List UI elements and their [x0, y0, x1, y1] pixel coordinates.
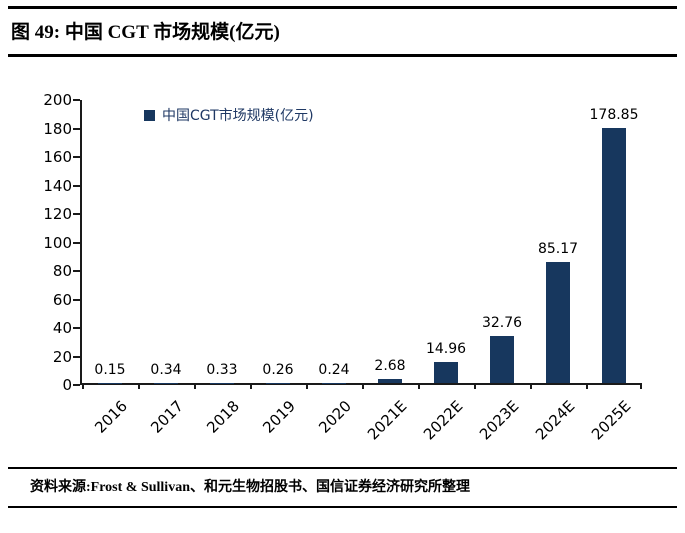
value-label-2021E: 2.68 [374, 358, 406, 375]
y-tick-label: 180 [43, 119, 72, 138]
x-axis-label-2018: 2018 [202, 397, 243, 437]
value-label-2019: 0.26 [262, 361, 294, 378]
x-tick [138, 383, 140, 389]
y-tick-label: 120 [43, 205, 72, 223]
y-tick-label: 140 [43, 176, 72, 195]
y-axis: 0 20 40 60 80 100 120 140 160 180 200 [30, 91, 72, 394]
y-tick [73, 355, 80, 358]
x-axis-label-2021E: 2021E [364, 397, 411, 444]
y-tick-label: 20 [52, 347, 72, 366]
y-tick-label: 0 [62, 376, 72, 394]
x-axis-label-2022E: 2022E [420, 397, 467, 444]
x-axis-label-2017: 2017 [146, 397, 187, 437]
value-label-2022E: 14.96 [425, 340, 467, 357]
legend-swatch-icon [144, 109, 155, 121]
y-tick-label: 40 [52, 319, 72, 337]
y-tick [73, 298, 80, 301]
y-tick-label: 200 [43, 91, 72, 109]
x-tick [418, 383, 420, 389]
bar-2021E [378, 379, 402, 383]
top-rule [8, 6, 677, 9]
x-axis-label-2025E: 2025E [588, 397, 635, 444]
legend: 中国CGT市场规模(亿元) [144, 105, 314, 125]
y-tick [73, 384, 80, 386]
source-top-rule [8, 467, 677, 469]
value-label-2017: 0.34 [150, 361, 182, 378]
y-tick-label: 100 [43, 233, 72, 252]
x-tick [530, 383, 532, 389]
y-tick [73, 213, 80, 215]
bar-2023E [490, 336, 514, 383]
value-label-2020: 0.24 [318, 361, 350, 378]
x-tick [362, 383, 364, 389]
y-tick-label: 160 [43, 148, 72, 166]
bar-2022E [434, 361, 458, 383]
value-label-2023E: 32.76 [481, 315, 523, 332]
x-tick [586, 383, 588, 389]
source-note: 资料来源:Frost & Sullivan、和元生物招股书、国信证券经济研究所整… [30, 480, 470, 495]
x-axis-label-2024E: 2024E [532, 397, 579, 444]
value-label-2025E: 178.85 [589, 107, 639, 124]
y-tick [73, 127, 80, 130]
legend-label: 中国CGT市场规模(亿元) [162, 108, 314, 124]
x-tick [82, 383, 84, 389]
plot-area: 中国CGT市场规模(亿元) 0.15 0.34 0.33 0.26 0.24 2.68 14… [73, 99, 642, 389]
y-tick [73, 327, 80, 329]
x-axis-label-2019: 2019 [258, 397, 299, 437]
source-bottom-rule [8, 506, 677, 508]
value-label-2016: 0.15 [94, 361, 126, 378]
x-tick [306, 383, 308, 389]
under-title-rule [8, 54, 677, 57]
bar-2025E [602, 128, 626, 383]
x-tick [194, 383, 196, 389]
y-tick [73, 156, 80, 158]
y-tick [73, 184, 80, 187]
bar-2024E [546, 261, 570, 383]
value-label-2024E: 85.17 [537, 240, 579, 257]
y-tick [73, 241, 80, 244]
y-tick [73, 270, 80, 272]
x-tick [250, 383, 252, 389]
y-tick [73, 99, 80, 101]
x-axis-label-2023E: 2023E [476, 397, 523, 444]
value-label-2018: 0.33 [206, 361, 238, 378]
x-axis-label-2020: 2020 [314, 397, 355, 437]
x-tick [640, 383, 642, 389]
x-axis-label-2016: 2016 [90, 397, 131, 437]
x-tick [474, 383, 476, 389]
y-tick-label: 80 [52, 262, 72, 280]
y-tick-label: 60 [52, 290, 72, 309]
x-axis-labels: 2016 2017 2018 2019 2020 2021E 2022E 2023E 2024E… [80, 389, 640, 464]
figure-title: 图 49: 中国 CGT 市场规模(亿元) [11, 22, 280, 43]
